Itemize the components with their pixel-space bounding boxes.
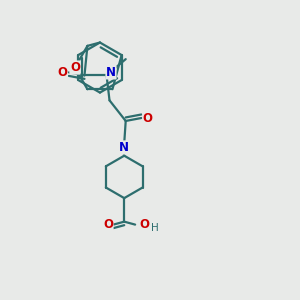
Text: O: O <box>143 112 153 124</box>
Text: N: N <box>119 141 129 154</box>
Text: O: O <box>139 218 149 231</box>
Text: O: O <box>70 61 80 74</box>
Text: H: H <box>151 223 159 233</box>
Text: O: O <box>103 218 113 231</box>
Text: N: N <box>106 66 116 79</box>
Text: O: O <box>57 66 68 79</box>
